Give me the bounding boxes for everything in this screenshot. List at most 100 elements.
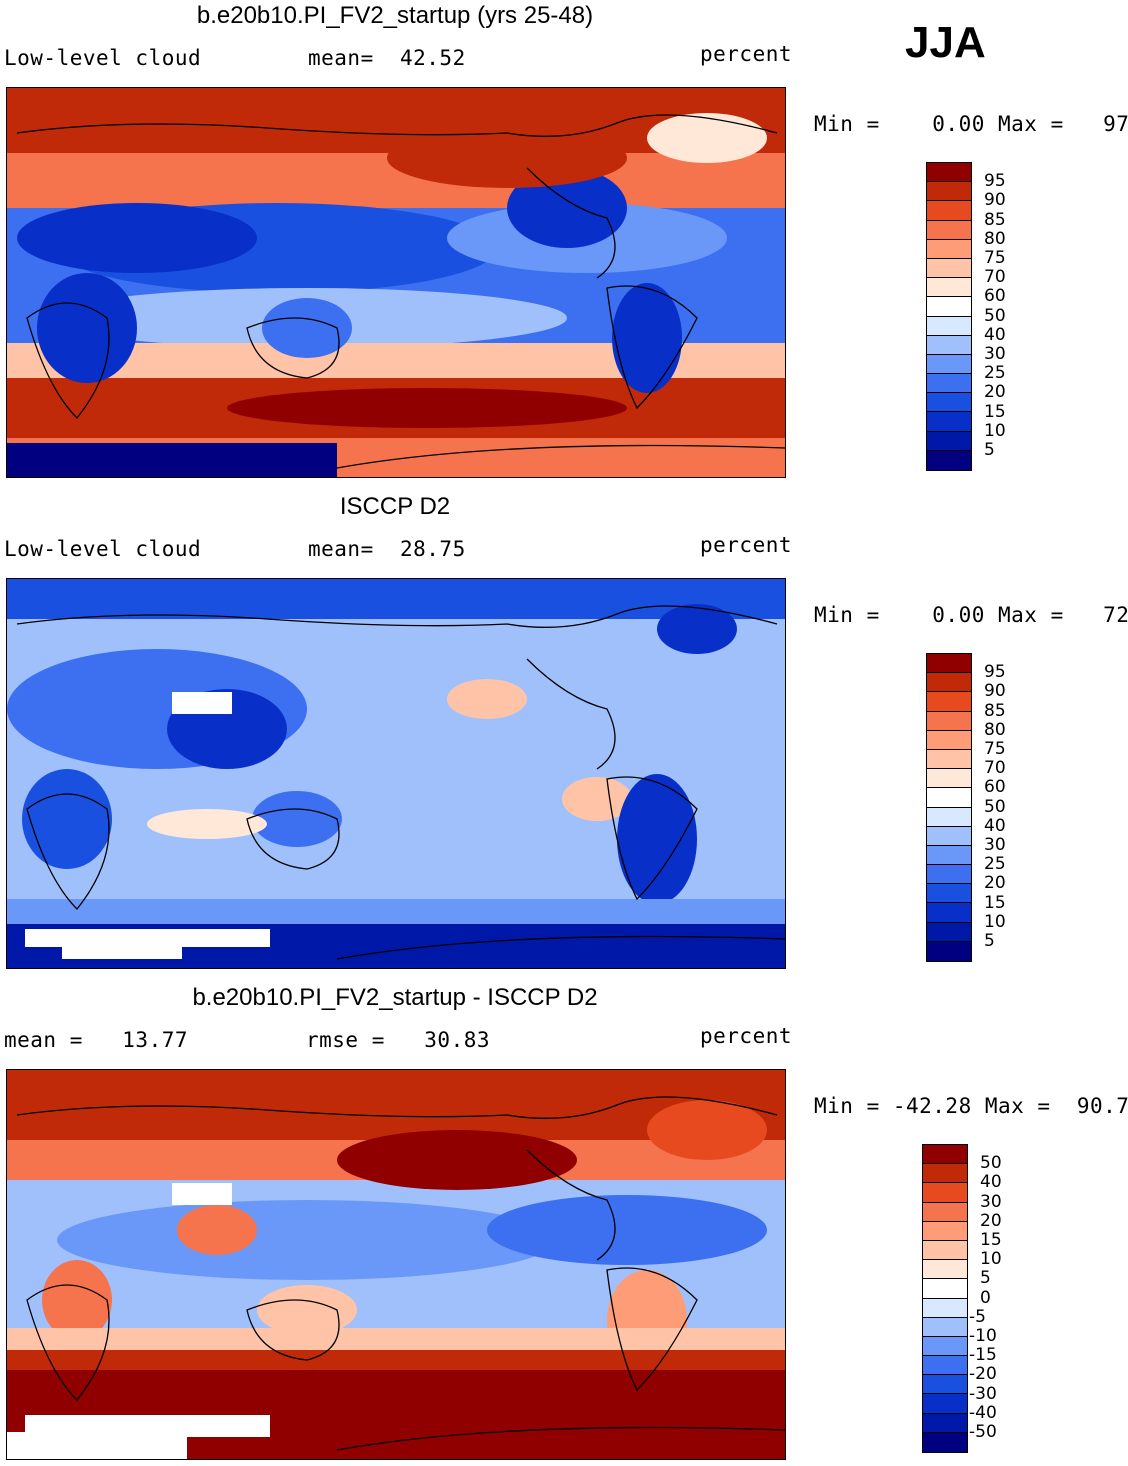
panel1-map <box>6 87 786 478</box>
colorbar-segment <box>927 884 971 904</box>
colorbar-tick-label: 70 <box>984 267 1006 288</box>
colorbar-tick-label: 60 <box>984 777 1006 798</box>
colorbar-segment <box>927 788 971 808</box>
panel3-map <box>6 1069 786 1460</box>
colorbar-tick-label: 40 <box>984 815 1006 836</box>
colorbar-tick-label: 40 <box>980 1172 1002 1193</box>
colorbar-tick-label: 5 <box>984 440 995 460</box>
colorbar-tick-label: 20 <box>980 1210 1002 1231</box>
colorbar-tick-label: 15 <box>984 892 1006 913</box>
panel2-min-max: Min = 0.00 Max = 72.34 <box>814 603 1128 627</box>
panel2-variable-label: Low-level cloud <box>4 537 202 561</box>
panel1-variable-label: Low-level cloud <box>4 46 202 70</box>
colorbar-tick-label: 90 <box>984 190 1006 211</box>
colorbar-tick-label: 30 <box>984 835 1006 855</box>
colorbar-tick-label: 75 <box>984 248 1006 268</box>
colorbar-segment <box>927 692 971 712</box>
colorbar-tick-label: 95 <box>984 662 1006 683</box>
panel2-title: ISCCP D2 <box>339 493 451 520</box>
colorbar-segment <box>927 922 971 942</box>
colorbar-segment <box>927 865 971 885</box>
colorbar-segment <box>923 1260 967 1280</box>
colorbar-segment <box>923 1298 967 1318</box>
colorbar-tick-label: 10 <box>984 911 1006 932</box>
panel2-units-label: percent <box>700 533 793 557</box>
colorbar-tick-label: 75 <box>984 739 1006 759</box>
colorbar-tick-label: 95 <box>984 171 1006 192</box>
colorbar-segment <box>923 1336 967 1357</box>
colorbar-tick-label: 25 <box>984 854 1006 875</box>
colorbar-tick-label: 30 <box>984 344 1006 364</box>
colorbar-segment <box>923 1221 967 1241</box>
colorbar-tick-label: -15 <box>969 1345 997 1366</box>
colorbar-tick-label: 5 <box>980 1268 991 1289</box>
colorbar-segment <box>927 769 971 789</box>
colorbar-segment <box>923 1375 967 1395</box>
colorbar-segment <box>927 316 971 336</box>
colorbar-tick-label: 80 <box>984 719 1006 740</box>
colorbar-tick-label: 40 <box>984 324 1006 345</box>
colorbar-segment <box>927 239 971 259</box>
colorbar-segment <box>927 654 971 674</box>
colorbar-segment <box>927 711 971 731</box>
colorbar-tick-label: -5 <box>969 1306 986 1327</box>
colorbar-tick-label: 50 <box>984 305 1006 326</box>
colorbar-tick-label: 15 <box>980 1230 1002 1250</box>
panel1-colorbar <box>926 162 972 472</box>
panel1-units-label: percent <box>700 42 793 66</box>
colorbar-segment <box>923 1413 967 1433</box>
colorbar-segment <box>923 1145 967 1165</box>
colorbar-segment <box>923 1183 967 1203</box>
colorbar-tick-label: 0 <box>980 1287 991 1308</box>
colorbar-segment <box>923 1394 967 1414</box>
panel1-mean-label: mean= 42.52 <box>308 46 466 70</box>
colorbar-segment <box>923 1432 967 1452</box>
colorbar-segment <box>923 1240 967 1261</box>
colorbar-segment <box>927 220 971 240</box>
colorbar-tick-label: 15 <box>984 401 1006 422</box>
colorbar-segment <box>927 749 971 770</box>
season-label: JJA <box>905 18 986 67</box>
colorbar-segment <box>923 1279 967 1299</box>
colorbar-tick-label: 10 <box>980 1249 1002 1270</box>
colorbar-tick-label: -50 <box>969 1422 997 1442</box>
colorbar-tick-label: 20 <box>984 873 1006 894</box>
colorbar-segment <box>927 393 971 413</box>
colorbar-tick-label: 50 <box>980 1153 1002 1174</box>
colorbar-segment <box>927 374 971 394</box>
colorbar-segment <box>927 845 971 866</box>
colorbar-segment <box>927 163 971 183</box>
colorbar-segment <box>923 1317 967 1337</box>
colorbar-tick-label: 60 <box>984 286 1006 307</box>
panel3-mean-label: mean = 13.77 <box>4 1028 189 1052</box>
colorbar-segment <box>927 201 971 221</box>
colorbar-segment <box>927 354 971 375</box>
colorbar-tick-label: 25 <box>984 363 1006 384</box>
colorbar-tick-label: 5 <box>984 931 995 951</box>
panel3-units-label: percent <box>700 1024 793 1048</box>
colorbar-tick-label: -10 <box>969 1326 997 1346</box>
panel3-rmse-label: rmse = 30.83 <box>306 1028 491 1052</box>
colorbar-tick-label: 70 <box>984 758 1006 779</box>
colorbar-segment <box>927 903 971 923</box>
panel3-min-max: Min = -42.28 Max = 90.73 <box>814 1094 1128 1118</box>
colorbar-segment <box>923 1164 967 1184</box>
colorbar-segment <box>923 1202 967 1222</box>
panel2-mean-label: mean= 28.75 <box>308 537 466 561</box>
panel3-colorbar <box>922 1144 968 1454</box>
colorbar-tick-label: 85 <box>984 700 1006 721</box>
colorbar-segment <box>927 730 971 750</box>
panel2-map <box>6 578 786 969</box>
colorbar-tick-label: 20 <box>984 382 1006 403</box>
panel1-title: b.e20b10.PI_FV2_startup (yrs 25-48) <box>196 2 594 29</box>
panel3-title: b.e20b10.PI_FV2_startup - ISCCP D2 <box>192 984 598 1011</box>
colorbar-segment <box>927 941 971 961</box>
colorbar-tick-label: -20 <box>969 1364 997 1385</box>
panel2-colorbar <box>926 653 972 963</box>
colorbar-tick-label: 80 <box>984 228 1006 249</box>
colorbar-segment <box>923 1356 967 1376</box>
colorbar-segment <box>927 673 971 693</box>
colorbar-tick-label: -40 <box>969 1402 997 1423</box>
colorbar-tick-label: -30 <box>969 1383 997 1404</box>
colorbar-tick-label: 90 <box>984 681 1006 702</box>
